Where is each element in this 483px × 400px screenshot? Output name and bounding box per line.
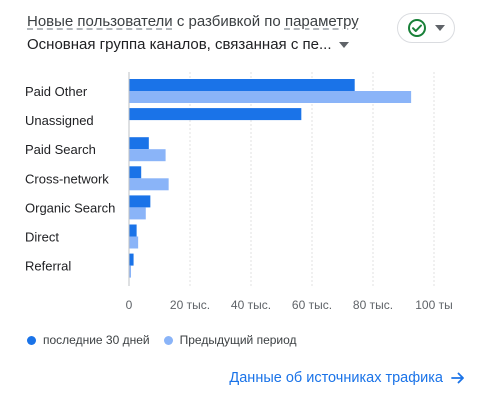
bar-previous[interactable]	[129, 265, 131, 278]
chevron-down-icon	[435, 25, 445, 31]
dropdown-arrow-icon	[339, 41, 350, 48]
legend-item-current[interactable]: последние 30 дней	[27, 333, 150, 347]
chart-legend: последние 30 дней Предыдущий период	[27, 333, 311, 347]
dimension-selector-label: Основная группа каналов, связанная с пе.…	[27, 36, 332, 53]
bar-current[interactable]	[129, 195, 151, 208]
chart-title: Новые пользователи с разбивкой по параме…	[27, 13, 359, 30]
category-label: Paid Other	[25, 84, 88, 99]
legend-dot-previous	[163, 335, 173, 345]
legend-label-current: последние 30 дней	[43, 333, 150, 347]
bar-previous[interactable]	[129, 236, 139, 249]
traffic-sources-link[interactable]: Данные об источниках трафика	[229, 370, 465, 386]
bar-current[interactable]	[129, 108, 302, 121]
bar-previous[interactable]	[129, 178, 169, 191]
x-tick-label: 60 тыс.	[292, 298, 332, 312]
bar-current[interactable]	[129, 79, 355, 91]
check-circle-icon	[408, 19, 426, 37]
legend-label-previous: Предыдущий период	[179, 333, 297, 347]
dimension-selector[interactable]: Основная группа каналов, связанная с пе.…	[27, 36, 350, 53]
legend-dot-current	[27, 335, 36, 345]
metric-label[interactable]: Новые пользователи	[27, 13, 173, 30]
x-tick-label: 100 ты	[415, 298, 452, 312]
insights-status-button[interactable]	[397, 13, 455, 43]
x-tick-label: 80 тыс.	[353, 298, 393, 312]
title-connector: с разбивкой по	[172, 13, 285, 30]
arrow-right-icon	[451, 372, 464, 384]
bar-previous[interactable]	[129, 149, 166, 162]
category-label: Direct	[25, 230, 59, 245]
category-label: Referral	[25, 259, 71, 274]
bar-chart: 0 20 тыс. 40 тыс. 60 тыс. 80 тыс. 100 ты Paid …	[25, 72, 453, 312]
bar-current[interactable]	[129, 137, 149, 150]
x-tick-label: 0	[126, 298, 133, 312]
x-tick-label: 40 тыс.	[231, 298, 271, 312]
bar-previous[interactable]	[129, 207, 146, 220]
x-tick-label: 20 тыс.	[170, 298, 210, 312]
bar-current[interactable]	[129, 253, 134, 266]
category-label: Cross-network	[25, 171, 109, 186]
legend-item-previous[interactable]: Предыдущий период	[163, 333, 297, 347]
bar-previous[interactable]	[129, 91, 412, 103]
bar-current[interactable]	[129, 166, 142, 179]
traffic-sources-link-label: Данные об источниках трафика	[229, 370, 443, 386]
bar-current[interactable]	[129, 224, 137, 237]
dimension-label[interactable]: параметру	[284, 13, 359, 30]
category-label: Organic Search	[25, 200, 115, 215]
category-label: Unassigned	[25, 113, 94, 128]
category-label: Paid Search	[25, 142, 96, 157]
